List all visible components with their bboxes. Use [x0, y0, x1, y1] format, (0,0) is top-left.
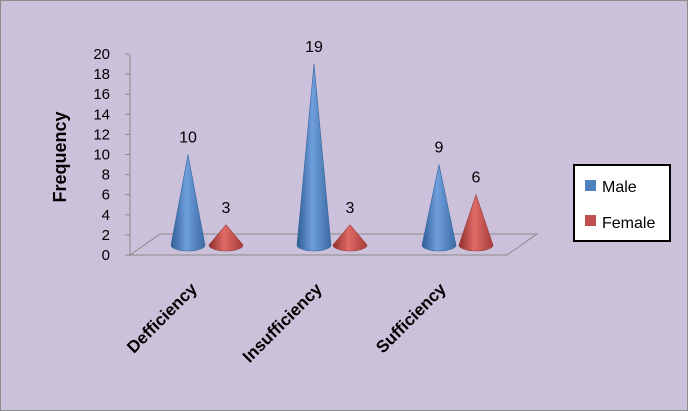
y-tick-label: 16 [93, 86, 110, 103]
category-labels: Defficiency Insufficiency Sufficiency [123, 279, 450, 366]
data-label: 3 [222, 200, 231, 217]
legend-swatch-female [585, 215, 596, 226]
y-axis-label: Frequency [50, 111, 70, 202]
data-label: 10 [179, 130, 197, 147]
y-tick-label: 18 [93, 66, 110, 83]
category-label: Sufficiency [372, 279, 450, 357]
category-label: Insufficiency [239, 279, 326, 366]
data-label: 3 [346, 200, 355, 217]
legend-box [573, 164, 671, 242]
data-label: 6 [472, 170, 481, 187]
cone-female-defficiency [208, 224, 244, 252]
legend-label-female: Female [602, 215, 655, 232]
y-axis-ticks: 0 2 4 6 8 10 12 14 16 18 20 [93, 46, 130, 264]
y-tick-label: 4 [102, 207, 110, 224]
y-tick-label: 8 [102, 167, 110, 184]
chart-series [170, 64, 494, 252]
cone-male-sufficiency [421, 164, 457, 252]
y-tick-label: 2 [102, 227, 110, 244]
y-tick-label: 6 [102, 187, 110, 204]
y-tick-label: 12 [93, 126, 110, 143]
y-tick-label: 10 [93, 147, 110, 164]
legend-label-male: Male [602, 179, 637, 196]
category-label: Defficiency [123, 279, 201, 357]
y-tick-label: 20 [93, 46, 110, 63]
y-tick-label: 0 [102, 247, 110, 264]
data-labels: 10 19 9 3 3 6 [179, 39, 480, 217]
cone-male-insufficiency [296, 64, 332, 252]
data-label: 9 [435, 140, 444, 157]
cone-male-defficiency [170, 154, 206, 252]
data-label: 19 [305, 39, 323, 56]
legend: Male Female [573, 164, 671, 242]
cone-female-sufficiency [458, 193, 494, 252]
y-tick-label: 14 [93, 106, 110, 123]
cone-female-insufficiency [332, 224, 368, 252]
legend-swatch-male [585, 180, 596, 191]
